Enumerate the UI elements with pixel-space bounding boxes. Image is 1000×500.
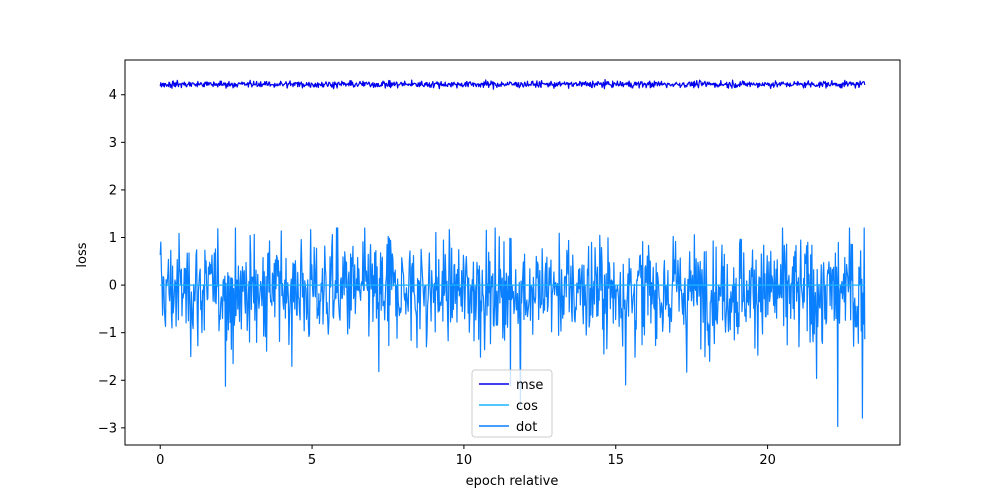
plot-frame [124, 59, 901, 446]
y-tick-label: 0 [109, 279, 117, 294]
y-tick-label: 2 [109, 183, 117, 198]
y-tick-label: −1 [98, 326, 117, 341]
y-axis-ticks: −3 −2 −1 0 1 2 3 4 [98, 88, 125, 436]
legend-label-mse: mse [516, 378, 543, 393]
series-line-dot [159, 227, 866, 428]
y-tick-label: 3 [109, 136, 117, 151]
legend-label-dot: dot [516, 420, 537, 435]
legend-label-cos: cos [516, 399, 538, 414]
x-axis-ticks: 0 5 10 15 20 [156, 445, 776, 468]
legend-frame [471, 369, 553, 438]
x-axis-label: epoch relative [466, 474, 559, 489]
y-tick-label: −2 [98, 374, 117, 389]
y-axis-label: loss [75, 242, 90, 267]
x-tick-label: 5 [308, 453, 316, 468]
x-tick-label: 10 [456, 453, 473, 468]
series-group [159, 78, 866, 428]
y-tick-label: 1 [109, 231, 117, 246]
x-tick-label: 0 [156, 453, 164, 468]
legend: mse cos dot [471, 369, 553, 438]
x-tick-label: 20 [759, 453, 776, 468]
x-tick-label: 15 [607, 453, 624, 468]
series-line-mse [159, 78, 866, 90]
y-tick-label: −3 [98, 421, 117, 436]
y-tick-label: 4 [109, 88, 117, 103]
